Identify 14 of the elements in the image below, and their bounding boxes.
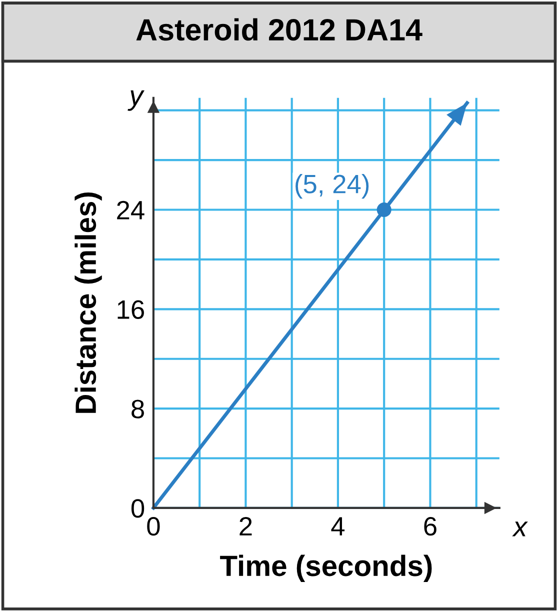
chart-title: Asteroid 2012 DA14 [136,18,422,41]
y-tick-label: 24 [117,200,144,220]
text: x [512,522,528,536]
y-tick-label: 0 [131,499,144,518]
x-tick-label: 4 [331,517,345,536]
y-tick-label: 16 [118,300,144,319]
y-axis-title: Distance (miles) [74,192,102,413]
x-axis-title: Time (seconds) [220,554,432,582]
x-tick-label: 6 [424,516,436,536]
x-tick-label: 0 [147,516,160,536]
text: y [128,90,144,111]
annotation: (5, 24) [296,174,369,199]
y-tick-label: 8 [132,400,144,418]
x-tick-label: 2 [240,516,252,536]
